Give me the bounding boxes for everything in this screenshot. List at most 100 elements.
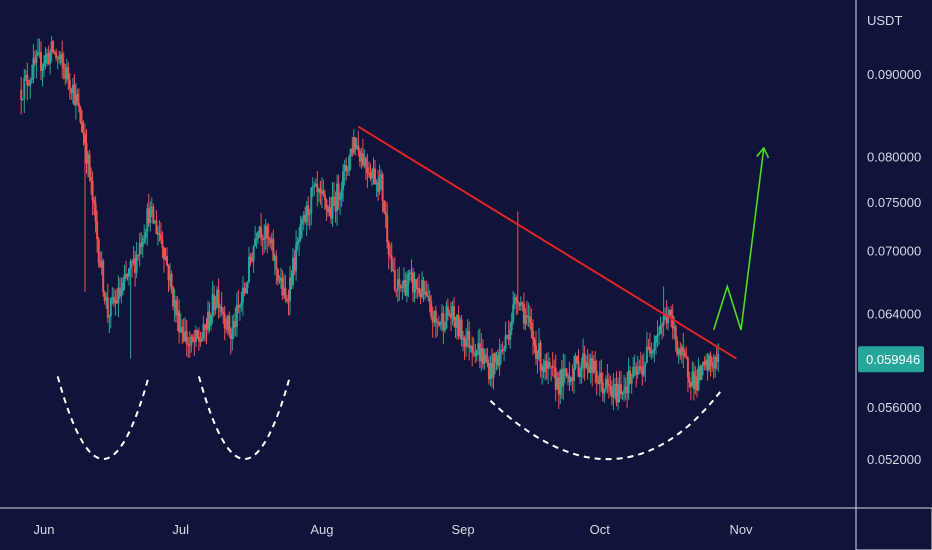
candle-body: [270, 239, 273, 244]
candle-down: [52, 39, 55, 55]
candle-body: [302, 214, 305, 220]
candle-down: [327, 204, 329, 217]
candle-up: [123, 265, 126, 291]
candle-down: [90, 167, 93, 195]
candle-up: [598, 360, 601, 397]
cup-curve-1[interactable]: [56, 376, 150, 460]
candle-body: [364, 158, 367, 167]
candle-body: [105, 297, 108, 301]
price-tick-label: 0.080000: [867, 150, 921, 165]
time-axis[interactable]: Jun Jul Aug Sep Oct Nov: [34, 522, 754, 537]
candle-body: [59, 54, 62, 60]
candle-body: [504, 335, 507, 349]
candle-down: [193, 330, 196, 356]
candle-body: [489, 362, 492, 380]
candle-down: [167, 264, 170, 293]
candle-body: [38, 52, 41, 54]
candle-body: [494, 353, 496, 363]
cup-curve-2[interactable]: [197, 376, 291, 460]
candle-down: [595, 360, 598, 396]
candle-body: [632, 367, 635, 378]
candle-down: [249, 253, 252, 267]
candle-body: [320, 190, 323, 194]
candle-down: [118, 277, 121, 299]
candle-down: [535, 330, 537, 365]
projection-path[interactable]: [712, 147, 765, 331]
candle-up: [348, 154, 351, 176]
candle-body: [627, 370, 630, 394]
candle-up: [504, 321, 507, 352]
candle-up: [310, 187, 313, 226]
candle-body: [58, 56, 61, 60]
candle-up: [378, 164, 381, 195]
candle-body: [686, 358, 689, 378]
candle-up: [636, 355, 639, 379]
candle-down: [422, 276, 425, 302]
price-tick-label: 0.070000: [867, 243, 921, 258]
candle-body: [333, 196, 335, 201]
candle-body: [278, 280, 281, 282]
candle-down: [286, 294, 288, 304]
price-tick-label: 0.090000: [867, 67, 921, 82]
candle-up: [120, 277, 123, 304]
candle-up: [132, 246, 135, 266]
candle-body: [311, 186, 314, 188]
candle-body: [27, 85, 30, 87]
price-axis[interactable]: 0.090000 0.080000 0.075000 0.070000 0.064000…: [867, 67, 921, 467]
price-tick-label: 0.075000: [867, 195, 921, 210]
candle-up: [126, 273, 129, 281]
candle-body: [386, 215, 389, 242]
candle-body: [366, 166, 369, 174]
candle-body: [368, 173, 370, 175]
candle-body: [714, 356, 717, 369]
descending-trendline[interactable]: [357, 125, 737, 360]
candle-down: [325, 198, 328, 222]
candle-body: [29, 79, 32, 86]
candle-body: [138, 243, 141, 255]
candle-up: [443, 321, 446, 333]
candle-down: [181, 319, 184, 345]
candle-body: [118, 287, 121, 297]
candle-body: [331, 196, 334, 219]
candle-down: [281, 269, 284, 300]
candle-body: [276, 269, 279, 281]
candle-body: [225, 328, 228, 330]
candle-body: [352, 137, 355, 153]
candle-body: [77, 103, 80, 108]
candle-down: [522, 292, 525, 330]
candle-up: [582, 338, 585, 379]
candle-down: [692, 362, 695, 401]
candle-up: [263, 224, 266, 254]
candle-body: [281, 277, 284, 296]
candle-up: [492, 353, 495, 390]
candle-up: [305, 201, 308, 237]
candle-body: [603, 388, 606, 394]
candle-down: [62, 52, 65, 80]
candle-up: [23, 69, 26, 113]
rounded-bottom-curve[interactable]: [489, 387, 724, 460]
candle-body: [524, 315, 527, 324]
candle-body: [569, 377, 572, 382]
candle-up: [566, 372, 569, 386]
candle-up: [495, 351, 498, 371]
candle-body: [512, 304, 515, 321]
candle-down: [576, 355, 578, 365]
candle-body: [199, 341, 202, 342]
candle-body: [208, 311, 211, 326]
candle-down: [486, 347, 489, 368]
candle-up: [363, 149, 366, 169]
candle-up: [355, 138, 358, 150]
candle-body: [35, 54, 38, 63]
candle-down: [140, 232, 143, 255]
candle-body: [673, 326, 676, 329]
candle-body: [129, 261, 132, 269]
candle-up: [513, 293, 516, 310]
candle-body: [243, 287, 246, 293]
candle-up: [562, 353, 565, 401]
candle-up: [36, 38, 39, 56]
candle-body: [550, 366, 553, 368]
candle-body: [169, 274, 171, 281]
candle-up: [87, 151, 89, 178]
candle-up: [240, 291, 243, 312]
